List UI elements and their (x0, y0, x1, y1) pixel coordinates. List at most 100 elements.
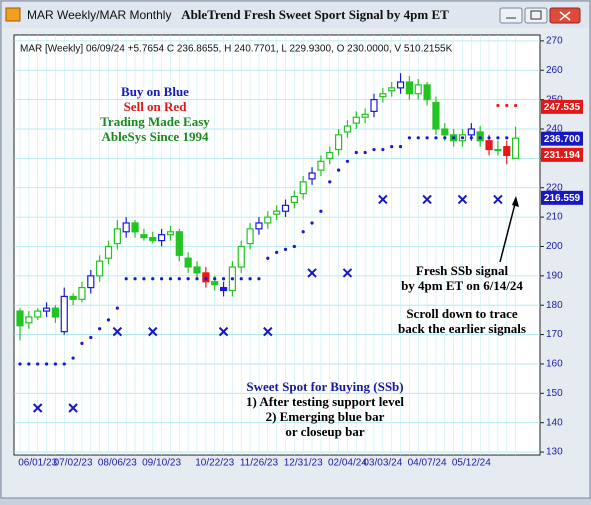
candle-body (299, 181, 307, 195)
resistance-dot (496, 103, 500, 108)
support-dot (319, 209, 323, 213)
support-dot (142, 277, 146, 281)
candle-body (352, 116, 360, 124)
support-dot (292, 244, 296, 249)
candle-body (60, 295, 68, 333)
support-dot (186, 277, 190, 281)
y-tick-label: 260 (546, 65, 563, 76)
resistance-dot (514, 103, 518, 108)
support-dot (496, 136, 500, 140)
y-tick-label: 170 (546, 329, 563, 340)
y-tick-label: 130 (546, 447, 563, 458)
candle-body (51, 307, 60, 318)
signal-x (457, 194, 468, 205)
support-dot (452, 136, 456, 140)
signal-x (68, 403, 78, 413)
support-dot (133, 277, 137, 281)
candle-body (104, 245, 113, 259)
y-tick-label: 250 (546, 94, 563, 105)
support-dot (266, 256, 270, 260)
y-tick-label: 270 (546, 36, 563, 47)
candle-body (264, 216, 272, 224)
y-tick-label: 190 (546, 270, 563, 281)
support-dot (27, 362, 31, 366)
support-dot (505, 136, 509, 140)
support-dot (106, 318, 111, 322)
candle-body (405, 81, 413, 95)
close-icon (559, 11, 571, 21)
candle-body (273, 210, 281, 215)
support-dot (469, 136, 473, 140)
minimize-button[interactable] (499, 7, 523, 24)
x-tick-label: 10/22/23 (195, 458, 234, 469)
price-label: 231.194 (544, 150, 581, 161)
support-dot (310, 221, 314, 225)
candle-body (237, 245, 245, 268)
candle-body (42, 307, 51, 312)
candle-body (87, 275, 95, 289)
support-dot (354, 150, 358, 155)
x-tick-label: 09/10/23 (142, 458, 181, 469)
annotation: Scroll down to trace (406, 306, 518, 321)
price-label-box (541, 147, 583, 162)
x-tick-label: 05/12/24 (452, 458, 491, 469)
candle-body (175, 231, 183, 256)
window-buttons (499, 7, 581, 24)
candle-body (96, 260, 104, 277)
support-dot (337, 168, 341, 172)
candle-body (149, 237, 157, 242)
candle-body (423, 84, 431, 101)
arrow-head (512, 196, 519, 207)
support-dot (115, 306, 119, 310)
support-dot (487, 136, 491, 140)
y-tick-label: 200 (546, 241, 563, 252)
candle-body (219, 286, 228, 292)
signal-x (32, 403, 43, 413)
support-dot (213, 277, 217, 281)
candle-body (193, 266, 201, 274)
support-dot (301, 230, 305, 234)
price-label: 247.535 (544, 102, 581, 113)
support-dot (328, 180, 332, 184)
annotation: by 4pm ET on 6/14/24 (401, 278, 523, 293)
signal-x (342, 268, 353, 278)
window-title: MAR Weekly/MAR Monthly (27, 8, 171, 22)
arrow (499, 199, 517, 263)
candle-body (361, 113, 369, 118)
signal-x (148, 326, 158, 337)
support-dot (416, 136, 420, 140)
annotation: AbleSys Since 1994 (102, 129, 209, 144)
candle-body (379, 93, 387, 98)
signal-x (263, 326, 273, 337)
support-dot (434, 136, 438, 140)
support-dot (381, 147, 385, 152)
support-dot (160, 277, 164, 281)
support-dot (372, 147, 376, 152)
support-dot (257, 277, 261, 281)
y-tick-label: 210 (546, 212, 563, 223)
annotation: Fresh SSb signal (416, 263, 509, 278)
signal-x (307, 268, 317, 278)
candle-body (158, 234, 166, 242)
maximize-icon (530, 10, 542, 20)
annotation: 1) After testing support level (246, 394, 404, 409)
support-dot (98, 327, 102, 331)
annotation: 2) Emerging blue bar (266, 409, 385, 424)
support-dot (80, 341, 84, 345)
x-tick-label: 03/03/24 (363, 458, 402, 469)
support-dot (36, 362, 40, 366)
signal-x (112, 326, 123, 337)
support-dot (195, 277, 199, 281)
maximize-button[interactable] (524, 7, 548, 24)
support-dot (425, 136, 429, 140)
y-tick-label: 240 (546, 124, 563, 135)
plot-area (13, 34, 541, 456)
support-dot (478, 136, 482, 140)
candle-body (16, 310, 24, 327)
support-dot (151, 277, 155, 281)
annotation: back the earlier signals (398, 321, 526, 336)
resistance-dot (505, 103, 509, 108)
app-icon (5, 7, 21, 22)
chart-title: AbleTrend Fresh Sweet Sport Signal by 4p… (181, 7, 449, 22)
annotation: or closeup bar (285, 424, 364, 439)
